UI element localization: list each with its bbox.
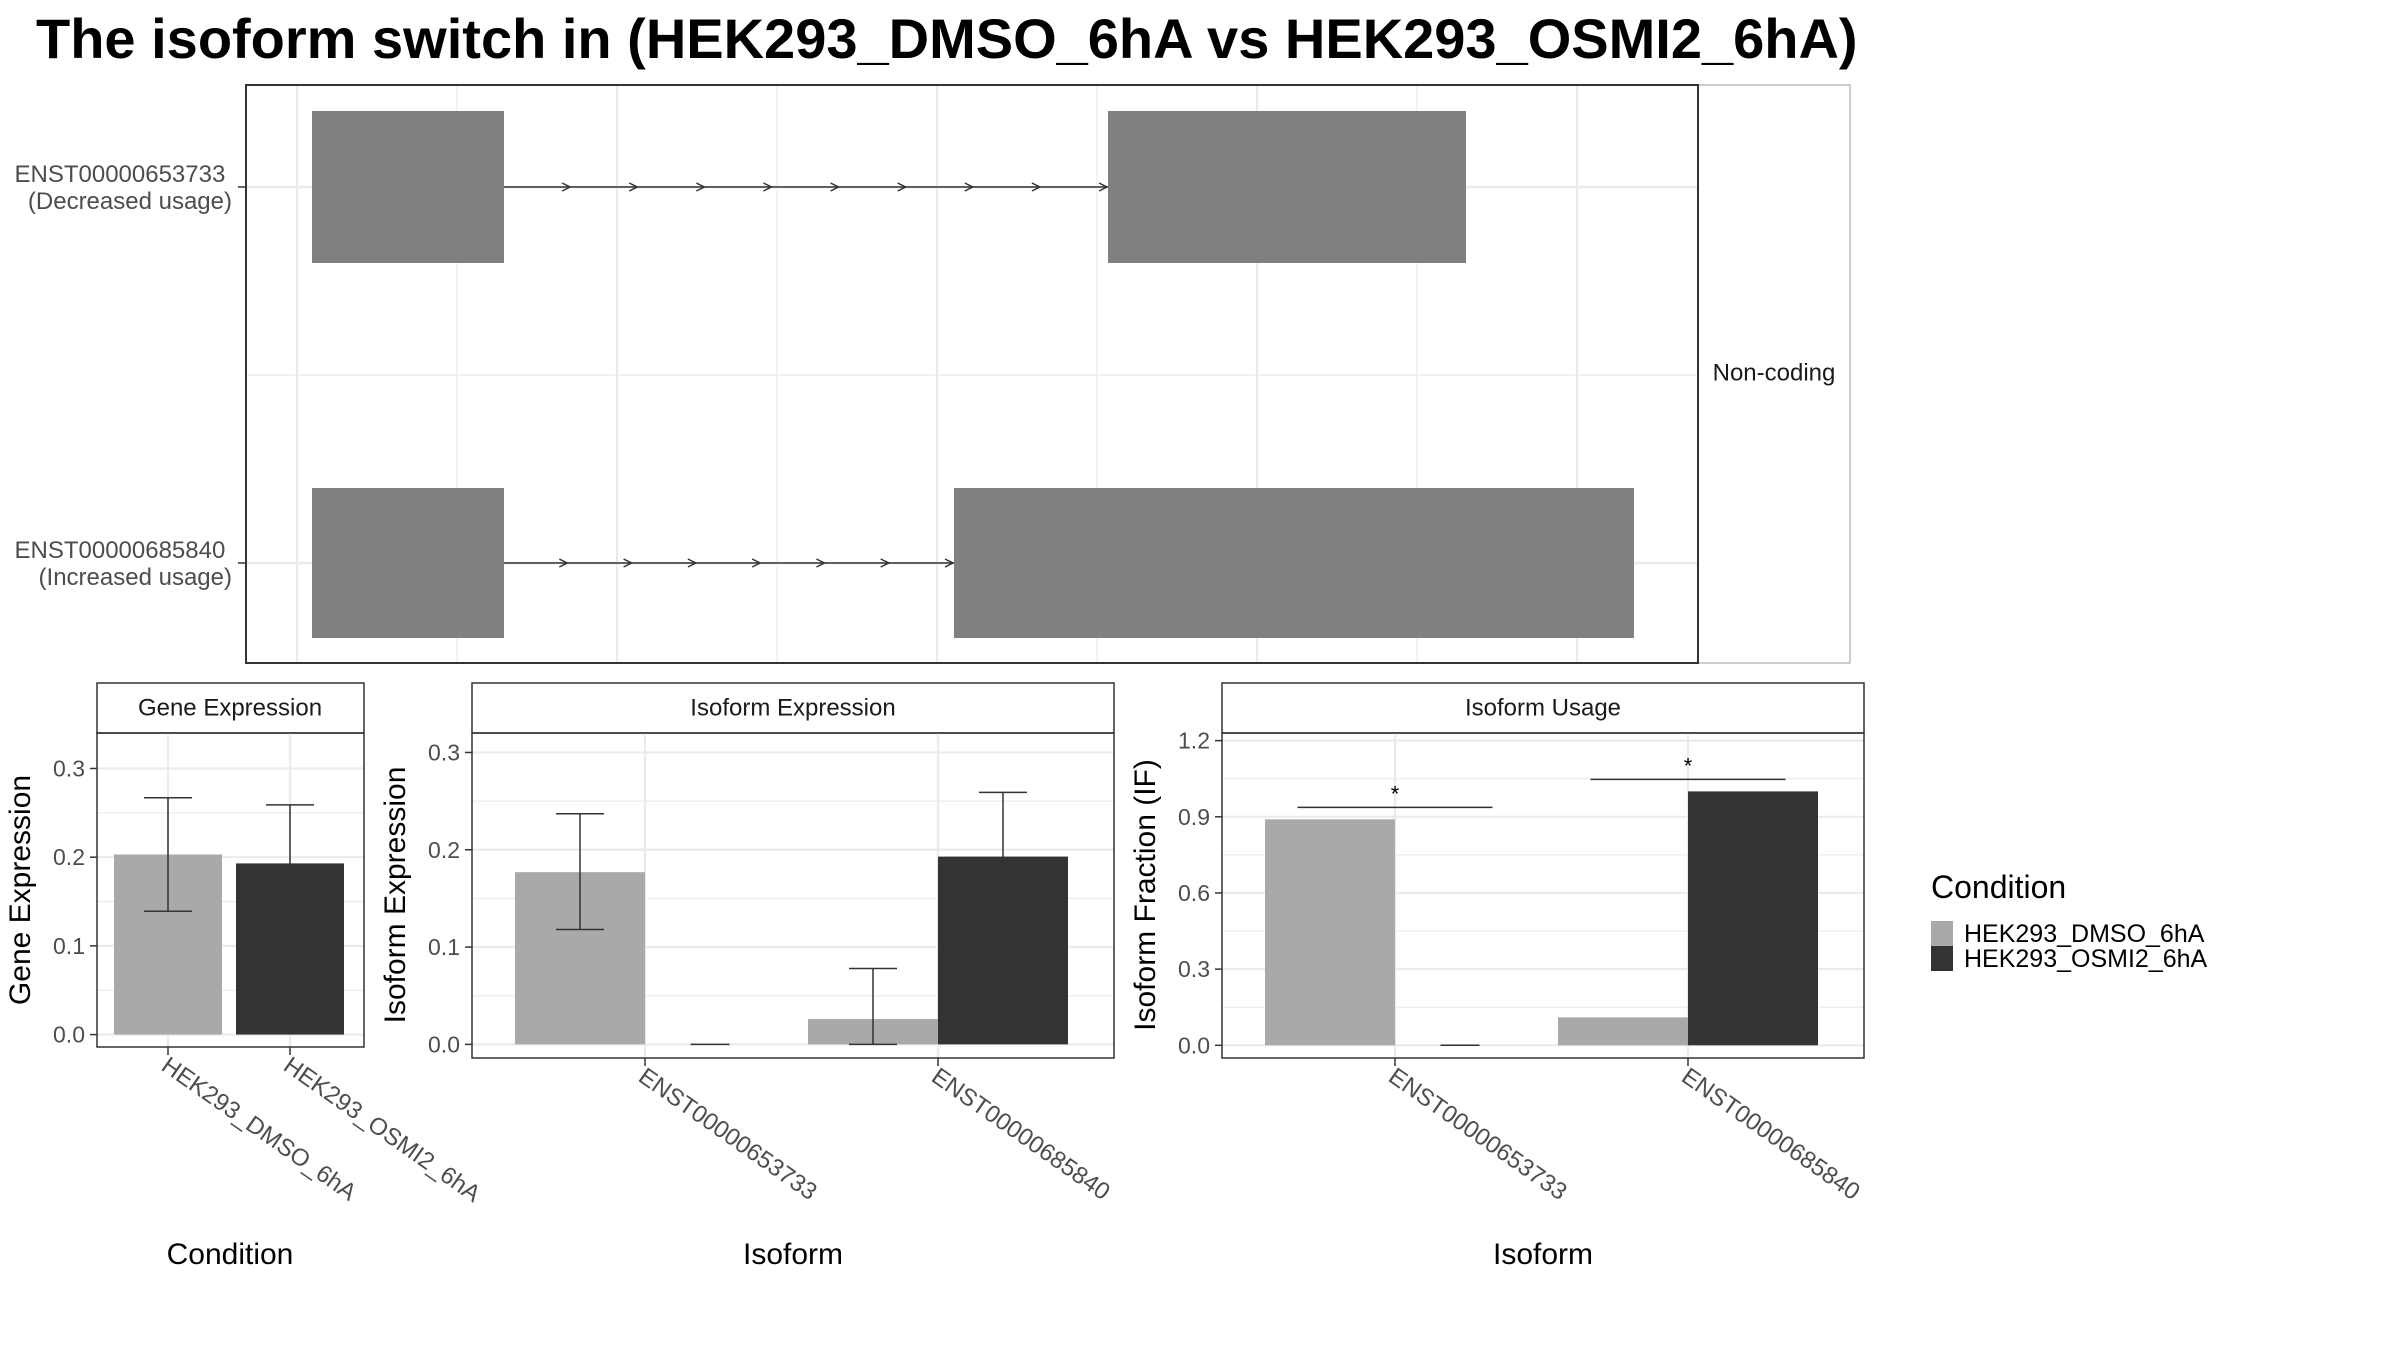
y-axis: 0.0 0.1 0.2 0.3 <box>428 739 472 1057</box>
intron-arrow <box>816 558 827 568</box>
bars <box>515 791 1068 1046</box>
intron-arrow <box>561 182 572 192</box>
isoform-track-1 <box>312 111 1466 263</box>
x-axis-label: Isoform <box>743 1238 843 1271</box>
intron-arrow <box>695 182 707 192</box>
y-tick-label: 1.2 <box>1178 728 1210 754</box>
y-tick-label: 0.0 <box>1178 1032 1210 1058</box>
panel-strip <box>1221 682 1865 734</box>
gene-structure-panel: Non-coding ENST00000653733 (Decreased us… <box>14 84 1851 664</box>
y-tick-label: 0.6 <box>1178 880 1210 906</box>
legend-item-dmso: HEK293_DMSO_6hA <box>1964 920 2205 948</box>
intron-arrow <box>1098 182 1109 192</box>
exon-block <box>1108 111 1466 263</box>
x-tick-label: HEK293_OSMI2_6hA <box>279 1052 486 1208</box>
significance-label: * <box>1684 753 1693 778</box>
legend-swatch-dmso <box>1931 921 1953 946</box>
x-axis-label: Isoform <box>1493 1238 1593 1271</box>
y-axis-label: Gene Expression <box>4 775 37 1005</box>
intron-arrow <box>964 182 975 192</box>
y-tick-label: 0.0 <box>428 1031 460 1057</box>
x-tick-label: ENST00000685840 <box>927 1063 1115 1206</box>
y-tick-label: 0.3 <box>1178 956 1210 982</box>
intron-arrow <box>623 558 634 568</box>
y-tick-label: 0.2 <box>428 837 460 863</box>
intron-arrows <box>558 558 955 568</box>
gene-expression-panel: Gene Expression 0.0 0.1 0.2 0.3 HEK293_DMSO… <box>4 682 486 1271</box>
y-axis: 0.0 0.1 0.2 0.3 <box>53 755 97 1048</box>
bar <box>1265 819 1395 1046</box>
plot-border <box>96 732 365 1048</box>
significance-label: * <box>1391 781 1400 806</box>
y-tick-label: 0.2 <box>53 844 85 870</box>
structure-plot-border <box>245 84 1699 664</box>
intron-arrow <box>880 558 891 568</box>
isoform-track-2 <box>312 488 1634 638</box>
panel-title: Isoform Usage <box>1465 694 1621 721</box>
intron-arrow <box>751 558 762 568</box>
legend-swatch-osmi <box>1931 946 1953 971</box>
panel-strip <box>471 682 1115 734</box>
x-tick-label: ENST00000685840 <box>1677 1063 1865 1206</box>
intron-arrow <box>944 558 955 568</box>
bar <box>1558 1017 1688 1046</box>
intron-arrow <box>558 558 569 568</box>
exon-block <box>312 488 504 638</box>
x-tick-label: ENST00000653733 <box>1384 1063 1572 1206</box>
plot-border <box>1221 732 1865 1059</box>
y-tick-label: 0.0 <box>53 1022 85 1048</box>
page-title: The isoform switch in (HEK293_DMSO_6hA v… <box>36 7 1858 70</box>
x-axis-label: Condition <box>167 1238 294 1271</box>
y-tick-label: 0.3 <box>53 755 85 781</box>
legend-item-osmi: HEK293_OSMI2_6hA <box>1964 945 2208 973</box>
intron-arrow <box>628 182 639 192</box>
bars <box>114 797 344 1035</box>
intron-arrows <box>561 182 1109 192</box>
panel-title: Gene Expression <box>138 694 322 721</box>
isoform-usage-panel: Isoform Usage ** 0.00.30.60.91.2 ENST000… <box>1129 682 1865 1271</box>
y-tick-label: 0.1 <box>53 933 85 959</box>
y-axis-label: Isoform Expression <box>379 767 412 1024</box>
y-tick-label: 0.3 <box>428 739 460 765</box>
structure-strip-label: Non-coding <box>1713 359 1836 386</box>
intron-arrow <box>1031 182 1042 192</box>
structure-strip-background <box>1697 84 1851 664</box>
intron-arrow <box>763 182 774 192</box>
y-tick-label: 0.9 <box>1178 804 1210 830</box>
x-axis: ENST00000653733 ENST00000685840 <box>634 1058 1115 1206</box>
isoform-expression-panel: Isoform Expression 0.0 0.1 0.2 0.3 ENST0000… <box>379 682 1115 1271</box>
exon-block <box>312 111 504 263</box>
y-axis: 0.0 0.3 0.6 0.9 1.2 <box>1178 728 1222 1058</box>
legend-title: Condition <box>1931 869 2066 905</box>
plot-border <box>471 732 1115 1059</box>
legend: Condition HEK293_DMSO_6hA HEK293_OSMI2_6… <box>1931 869 2208 973</box>
intron-arrow <box>830 182 841 192</box>
x-tick-label: ENST00000653733 <box>634 1063 822 1206</box>
y-tick-label: 0.1 <box>428 934 460 960</box>
bar <box>1688 791 1818 1046</box>
intron-arrow <box>897 182 908 192</box>
isoform-label: ENST00000685840 (Increased usage) <box>14 537 232 591</box>
x-tick-label: HEK293_DMSO_6hA <box>157 1052 362 1206</box>
exon-block <box>954 488 1634 638</box>
x-axis: ENST00000653733 ENST00000685840 <box>1384 1058 1865 1206</box>
isoform-label: ENST00000653733 (Decreased usage) <box>14 161 232 215</box>
panel-title: Isoform Expression <box>690 694 895 721</box>
y-axis-label: Isoform Fraction (IF) <box>1129 759 1162 1031</box>
bars: ** <box>1265 753 1818 1047</box>
intron-arrow <box>687 558 698 568</box>
